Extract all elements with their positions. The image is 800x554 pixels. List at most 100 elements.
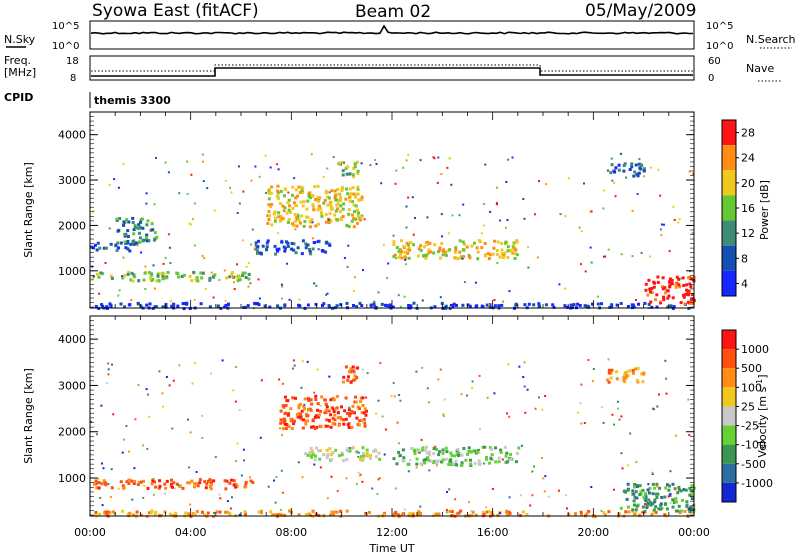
data-cell: [426, 216, 429, 219]
data-cell: [344, 197, 348, 201]
data-cell: [170, 304, 174, 308]
data-cell: [313, 185, 317, 189]
data-cell: [447, 232, 450, 235]
data-cell: [448, 488, 451, 491]
data-cell: [351, 186, 355, 190]
data-cell: [660, 285, 664, 289]
data-cell: [457, 454, 461, 457]
data-cell: [688, 170, 691, 173]
data-cell: [347, 426, 351, 429]
data-cell: [369, 304, 373, 308]
data-cell: [380, 302, 384, 306]
data-cell: [608, 305, 612, 309]
data-cell: [691, 300, 695, 304]
data-cell: [339, 509, 343, 513]
data-cell: [676, 491, 680, 495]
colorbar-segment: [722, 444, 736, 464]
data-cell: [145, 235, 149, 239]
data-cell: [345, 449, 349, 453]
data-cell: [112, 510, 115, 514]
data-cell: [126, 239, 130, 243]
data-cell: [642, 175, 645, 178]
data-cell: [664, 486, 668, 490]
data-cell: [670, 281, 674, 285]
data-cell: [369, 164, 372, 167]
data-cell: [283, 412, 287, 416]
data-cell: [311, 221, 314, 224]
data-cell: [512, 241, 516, 245]
data-cell: [690, 484, 694, 488]
data-cell: [224, 179, 227, 182]
data-cell: [651, 492, 655, 496]
data-cell: [459, 509, 463, 513]
data-cell: [306, 453, 310, 457]
data-cell: [104, 483, 108, 487]
data-cell: [275, 476, 278, 478]
data-cell: [320, 249, 324, 252]
data-cell: [331, 417, 335, 420]
data-cell: [182, 273, 186, 277]
data-cell: [506, 249, 510, 253]
data-cell: [645, 504, 649, 508]
data-cell: [130, 479, 134, 483]
data-cell: [325, 456, 329, 460]
data-cell: [671, 296, 675, 300]
data-cell: [583, 182, 585, 185]
data-cell: [523, 385, 526, 388]
data-cell: [320, 214, 324, 218]
data-cell: [311, 425, 315, 429]
data-cell: [647, 302, 651, 306]
data-cell: [311, 418, 315, 422]
data-cell: [430, 459, 434, 463]
data-cell: [292, 359, 295, 362]
data-cell: [143, 485, 146, 487]
data-cell: [140, 217, 144, 221]
data-cell: [310, 153, 313, 156]
data-cell: [669, 304, 673, 308]
data-cell: [461, 248, 465, 252]
data-cell: [346, 412, 349, 415]
data-cell: [476, 257, 480, 261]
data-cell: [356, 221, 359, 225]
data-cell: [523, 303, 527, 307]
data-cell: [623, 373, 627, 377]
data-cell: [90, 245, 94, 249]
data-cell: [673, 219, 676, 221]
data-cell: [153, 203, 156, 206]
data-cell: [643, 301, 647, 305]
data-cell: [497, 456, 501, 460]
data-cell: [243, 459, 246, 462]
data-cell: [238, 513, 241, 516]
data-cell: [132, 479, 136, 483]
data-cell: [534, 407, 537, 410]
data-cell: [312, 237, 314, 240]
data-cell: [652, 508, 656, 512]
data-cell: [188, 466, 191, 469]
data-cell: [123, 240, 127, 244]
data-cell: [412, 448, 416, 452]
data-cell: [485, 457, 489, 461]
data-cell: [165, 479, 169, 483]
data-cell: [213, 209, 216, 212]
data-cell: [445, 450, 449, 454]
data-cell: [311, 203, 315, 207]
data-cell: [685, 288, 689, 292]
data-cell: [515, 239, 518, 243]
data-cell: [359, 215, 363, 219]
data-cell: [352, 304, 355, 307]
data-cell: [635, 378, 639, 382]
data-cell: [625, 176, 628, 179]
data-cell: [500, 303, 504, 307]
data-cell: [332, 410, 336, 413]
data-cell: [636, 485, 639, 488]
data-cell: [460, 393, 463, 396]
data-cell: [138, 231, 141, 235]
data-cell: [397, 442, 400, 445]
data-cell: [405, 226, 408, 229]
data-cell: [626, 305, 630, 308]
data-cell: [691, 297, 695, 301]
data-cell: [125, 241, 129, 245]
data-cell: [441, 448, 445, 452]
data-cell: [563, 304, 567, 308]
data-cell: [369, 456, 372, 460]
